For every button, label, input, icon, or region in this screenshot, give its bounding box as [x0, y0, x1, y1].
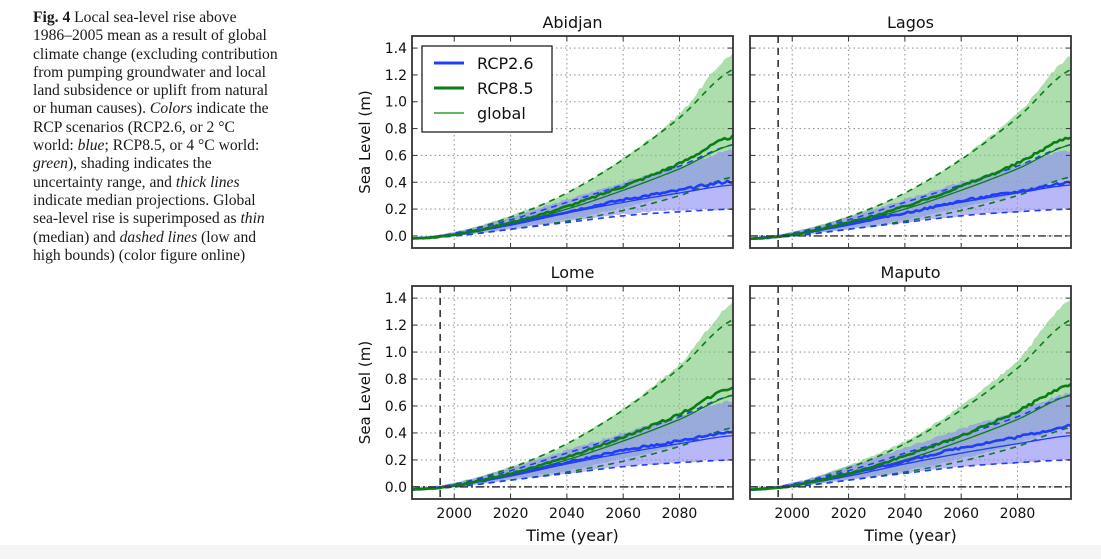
legend-label: RCP2.6 — [477, 54, 534, 73]
caption-emphasis: green — [33, 155, 68, 173]
ytick-label: 0.0 — [385, 480, 407, 496]
global-rcp26-low-dashed — [412, 459, 733, 491]
caption-text: ; RCP8.5, or 4 °C world: — [104, 137, 260, 155]
global-rcp26-high-dashed — [412, 394, 733, 491]
ytick-label: 1.2 — [385, 318, 407, 334]
chart-panel-abidjan: Abidjan 0.0 0.2 0.4 0.6 0.8 1.0 1.2 1.4 Sea Level… — [356, 13, 734, 249]
legend-label: global — [477, 104, 526, 123]
global-rcp85-high-dashed — [750, 318, 1071, 491]
ytick-label: 0.8 — [385, 122, 407, 138]
xtick-label: 2080 — [662, 506, 698, 522]
band-rcp26 — [750, 392, 1071, 492]
global-rcp26-low-dashed — [750, 459, 1071, 491]
ytick-label: 1.0 — [385, 95, 407, 111]
ytick-label: 0.0 — [385, 229, 407, 245]
caption-emphasis: Colors — [149, 100, 193, 118]
caption-emphasis: thin — [240, 210, 265, 228]
legend-label: RCP8.5 — [477, 79, 534, 98]
figure-caption: Fig. 4 Local sea-level rise above 1986–2… — [33, 9, 278, 265]
rcp85-median-thick — [412, 386, 733, 492]
xtick-label: 2040 — [887, 506, 923, 522]
chart-panel-lagos: Lagos — [749, 13, 1072, 249]
legend: RCP2.6 RCP8.5 global — [421, 45, 553, 133]
global-rcp26-high-dashed — [750, 143, 1071, 240]
ytick-label: 1.0 — [385, 345, 407, 361]
caption-emphasis: thick lines — [175, 173, 240, 191]
chart-panel-maputo: Maputo 2000 2020 2040 2060 2080 Time (year) — [749, 263, 1072, 545]
axes-frame — [411, 35, 734, 249]
caption-emphasis: dashed lines — [119, 228, 198, 246]
ytick-label: 0.4 — [385, 426, 407, 442]
xtick-label: 2060 — [943, 506, 979, 522]
xtick-label: 2040 — [549, 506, 585, 522]
global-rcp26-high-dashed — [750, 394, 1071, 491]
global-rcp85-high-dashed — [412, 318, 733, 491]
ytick-label: 0.6 — [385, 148, 407, 164]
xtick-label: 2000 — [774, 506, 810, 522]
y-axis-label: Sea Level (m) — [356, 90, 374, 193]
axes-frame — [749, 285, 1072, 500]
y-axis-label: Sea Level (m) — [356, 341, 374, 444]
xtick-label: 2060 — [605, 506, 641, 522]
caption-text: Local sea-level rise above 1986–2005 mea… — [33, 9, 278, 118]
global-rcp26-low-dashed — [412, 208, 733, 240]
axes-frame — [749, 35, 1072, 249]
caption-body: Local sea-level rise above 1986–2005 mea… — [33, 9, 278, 264]
ytick-label: 0.2 — [385, 453, 407, 469]
ytick-label: 1.2 — [385, 68, 407, 84]
plot-area — [412, 53, 733, 240]
xtick-label: 2020 — [831, 506, 867, 522]
ytick-label: 0.2 — [385, 202, 407, 218]
caption-text: ), shading indicates the uncertainty ran… — [33, 155, 212, 191]
chart-title: Abidjan — [542, 13, 602, 32]
plot-area — [750, 56, 1071, 241]
chart-title: Maputo — [881, 263, 941, 282]
plot-area — [412, 301, 733, 492]
caption-text: indicate the RCP scenarios (RCP2.6, or 2… — [33, 100, 269, 155]
axes-frame — [411, 285, 734, 500]
global-rcp26-low-dashed — [750, 208, 1071, 240]
figure-label: Fig. 4 — [33, 9, 71, 26]
xtick-label: 2020 — [493, 506, 529, 522]
chart-panel-lome: Lome 0.0 0.2 0.4 0.6 0.8 1.0 1.2 1.4 2000 2020 2040… — [356, 263, 734, 545]
x-axis-label: Time (year) — [525, 526, 618, 545]
xtick-label: 2080 — [1000, 506, 1036, 522]
rcp85-median-thick — [750, 136, 1071, 241]
rcp85-median-thick — [412, 134, 733, 240]
x-axis-label: Time (year) — [863, 526, 956, 545]
global-rcp85-high-dashed — [750, 68, 1071, 240]
global-rcp85-high-dashed — [412, 68, 733, 240]
chart-title: Lagos — [887, 13, 934, 32]
ytick-label: 1.4 — [385, 291, 407, 307]
global-rcp26-high-dashed — [412, 143, 733, 240]
xtick-label: 2000 — [436, 506, 472, 522]
caption-emphasis: blue — [77, 137, 105, 155]
caption-text: indicate median projections. Global sea-… — [33, 191, 256, 228]
rcp85-median-thick — [750, 382, 1071, 492]
caption-text: (low and high bounds) (color figure onli… — [33, 228, 257, 264]
chart-title: Lome — [551, 263, 595, 282]
ytick-label: 0.6 — [385, 399, 407, 415]
ytick-label: 0.8 — [385, 372, 407, 388]
plot-area — [750, 298, 1071, 492]
caption-text: (median) and — [33, 228, 120, 246]
page-bottom-band — [0, 545, 1101, 559]
ytick-label: 1.4 — [385, 41, 407, 57]
ytick-label: 0.4 — [385, 175, 407, 191]
